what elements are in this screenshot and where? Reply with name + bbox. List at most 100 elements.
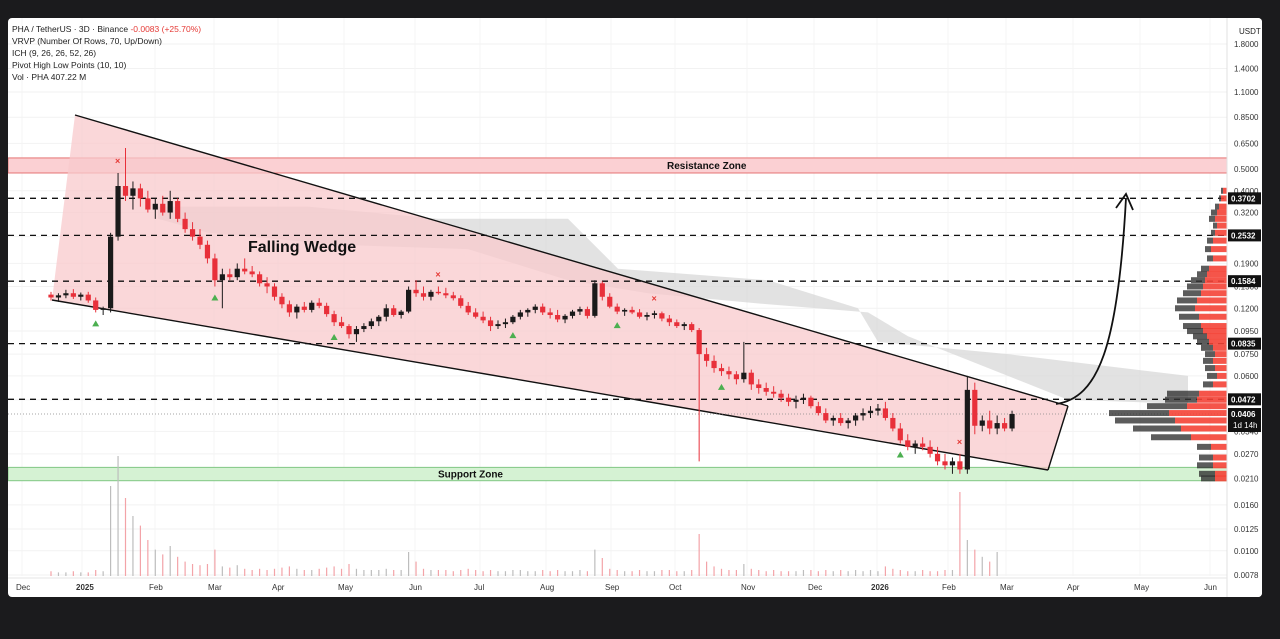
price-chart[interactable]: × × × × USDT 1.8000 1.4000 1.1000 0.8500 0.6500 0… [8,18,1262,597]
indicator-volume[interactable]: Vol · PHA 407.22 M [12,72,87,82]
candle-body [882,408,888,418]
vrvp-up-bar [1197,462,1213,469]
candle-body [182,218,188,230]
candle-body [48,294,54,298]
indicator-ichimoku[interactable]: ICH (9, 26, 26, 52, 26) [12,48,97,58]
candle-body [838,417,844,424]
vrvp-down-bar [1213,381,1227,388]
pivot-low-marker [330,334,338,341]
candle-body [569,311,576,316]
y-tick-label: 0.3200 [1234,209,1259,218]
candle-body [927,446,933,454]
vrvp-down-bar [1203,283,1227,290]
vrvp-up-bar [1211,209,1217,216]
candle-body [979,420,985,426]
x-tick-label: May [338,583,353,592]
candle-body [778,393,784,398]
candle-body [271,286,278,297]
countdown-text: 1d 14h [1233,421,1257,430]
change-label: -0.0083 (+25.70%) [130,24,202,34]
candle-body [718,368,725,372]
candle-body [957,461,963,470]
candle-body [823,413,829,421]
candle-body [629,309,635,313]
vrvp-down-bar [1211,443,1227,450]
candle-body [137,188,143,199]
price-level-tag [1228,229,1261,242]
candle-body [793,399,799,402]
candle-body [1009,414,1015,429]
falling-wedge [51,114,1069,471]
x-tick-label: Jul [474,583,484,592]
current-price-text: 0.0406 [1231,410,1256,419]
candle-body [204,244,211,259]
candle-body [853,415,859,421]
candle-body [748,372,754,385]
vrvp-up-bar [1187,328,1203,335]
vrvp-up-bar [1151,434,1191,441]
y-tick-label: 1.4000 [1234,65,1259,74]
vrvp-up-bar [1201,344,1213,351]
candle-body [383,308,389,317]
candle-body [227,274,233,278]
candle-body [659,313,665,319]
candle-body [830,417,836,421]
candle-body [815,406,821,414]
candle-body [100,308,106,310]
vrvp-up-bar [1205,246,1211,253]
candle-body [495,324,501,327]
pivot-markers: × × × × [92,156,962,458]
vrvp-up-bar [1183,290,1201,297]
symbol-row[interactable]: PHA / TetherUS · 3D · Binance -0.0083 (+… [12,23,201,35]
candle-body [711,360,717,369]
candle-body [532,306,538,310]
vrvp-up-bar [1109,410,1169,417]
vrvp-down-bar [1215,365,1227,372]
x-tick-label: Oct [669,583,682,592]
x-tick-label: Feb [942,583,956,592]
vrvp-down-bar [1187,403,1227,410]
chart-frame: × × × × USDT 1.8000 1.4000 1.1000 0.8500 0.6500 0… [8,18,1262,597]
vrvp-down-bar [1199,390,1227,397]
vrvp-down-bar [1207,333,1227,340]
vrvp-up-bar [1213,222,1217,229]
candles [48,148,1015,474]
pivot-low-marker [718,383,725,390]
candle-body [592,283,598,316]
candle-body [897,428,903,441]
x-tick-label: Jun [1204,583,1217,592]
vrvp-down-bar [1223,187,1227,194]
vrvp-up-bar [1207,255,1213,262]
candle-body [510,316,516,323]
candle-body [242,268,248,272]
candle-body [63,293,69,296]
candle-body [257,274,263,284]
candle-body [644,314,650,317]
candle-body [785,397,792,402]
candle-body [316,302,322,306]
y-tick-label: 0.4000 [1234,187,1259,196]
indicator-vrvp[interactable]: VRVP (Number Of Rows, 70, Up/Down) [12,36,162,46]
vrvp-up-bar [1167,390,1199,397]
vrvp-down-bar [1209,265,1227,272]
candle-body [301,306,307,310]
x-tick-label: Nov [741,583,755,592]
vrvp-up-bar [1177,297,1197,304]
price-axis-bg [1227,18,1262,597]
candle-body [420,293,427,297]
vrvp-up-bar [1205,365,1215,372]
y-tick-label: 1.8000 [1234,40,1259,49]
indicator-pivots[interactable]: Pivot High Low Points (10, 10) [12,60,127,70]
vrvp-up-bar [1203,357,1213,364]
candle-body [443,293,449,296]
y-tick-label: 0.1200 [1234,304,1259,313]
x-tick-label: 2025 [76,583,94,592]
vrvp-up-bar [1207,237,1213,244]
vrvp-down-bar [1217,222,1227,229]
candle-body [994,423,1000,429]
time-axis: Dec 2025 Feb Mar Apr May Jun Jul Aug Sep Oct Nov Dec… [8,577,1227,592]
y-tick-label: 0.0160 [1234,501,1259,510]
vrvp-up-bar [1219,195,1221,202]
candle-body [487,320,494,327]
candle-body [175,201,181,219]
